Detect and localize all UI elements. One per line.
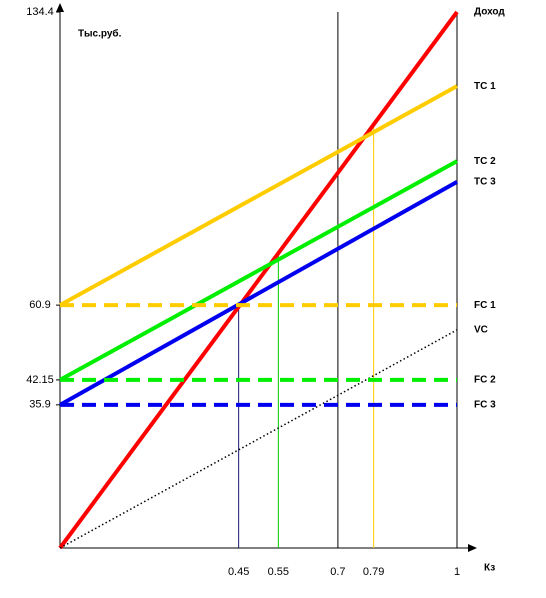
x-tick-label: 0.55 [268, 566, 289, 578]
x-axis-label: Кз [484, 563, 495, 574]
y-axis-label: Тыс.руб. [78, 28, 122, 40]
series-line [59, 159, 458, 382]
series-label: TC 3 [474, 177, 496, 188]
x-tick-label: 0.79 [363, 566, 384, 578]
x-tick-label: 1 [454, 566, 460, 578]
series-label: TC 1 [474, 81, 496, 92]
y-tick-label: 42.15 [26, 374, 54, 386]
series-label: FC 1 [474, 300, 496, 311]
series-label: Доход [474, 7, 505, 18]
series-line [59, 180, 458, 407]
y-tick-label: 35.9 [29, 399, 50, 411]
series-line [59, 84, 458, 307]
x-tick-label: 0.7 [330, 566, 345, 578]
series-line [58, 10, 459, 550]
y-arrow [56, 3, 64, 12]
y-tick-label: 134.4 [26, 6, 54, 18]
x-arrow [468, 544, 477, 552]
series-label: FC 3 [474, 399, 496, 410]
series-label: TC 2 [474, 156, 496, 167]
series-line [59, 329, 458, 549]
x-tick-label: 0.45 [228, 566, 249, 578]
y-tick-label: 60.9 [29, 299, 50, 311]
series-label: VC [474, 324, 488, 335]
series-label: FC 2 [474, 375, 496, 386]
